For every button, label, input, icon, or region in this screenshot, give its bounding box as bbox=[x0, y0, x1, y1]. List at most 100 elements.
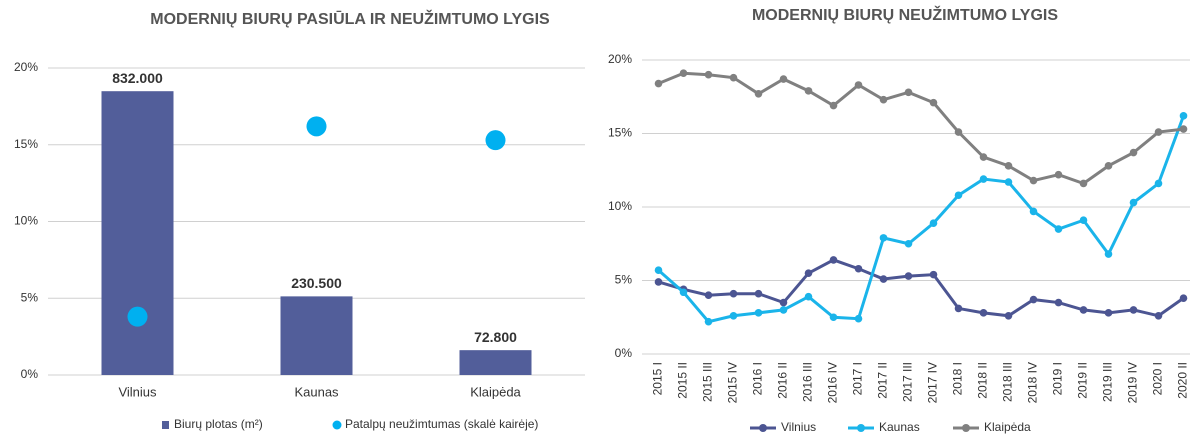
line-point bbox=[954, 304, 963, 313]
line-point bbox=[1179, 294, 1188, 302]
line-point bbox=[904, 239, 913, 248]
line-point bbox=[829, 101, 838, 110]
chart-title: MODERNIŲ BIURŲ PASIŪLA IR NEUŽIMTUMO LYG… bbox=[150, 9, 550, 28]
line-point bbox=[704, 291, 713, 300]
line-point bbox=[929, 98, 938, 107]
line-point bbox=[1079, 179, 1088, 188]
line-point bbox=[1179, 112, 1188, 120]
line-point bbox=[929, 219, 938, 227]
line-point bbox=[679, 69, 688, 78]
line-point bbox=[804, 292, 813, 301]
legend-swatch bbox=[857, 424, 865, 432]
line-series bbox=[658, 258, 1185, 318]
line-point bbox=[654, 266, 663, 275]
line-point bbox=[1104, 250, 1113, 258]
line-point bbox=[1079, 216, 1088, 225]
x-tick-label: 2019 IV bbox=[1126, 362, 1140, 403]
line-point bbox=[729, 311, 738, 320]
line-point bbox=[729, 289, 738, 298]
data-label: 230.500 bbox=[291, 275, 342, 291]
line-point bbox=[1004, 178, 1013, 186]
x-tick-label: 2018 IV bbox=[1026, 362, 1040, 403]
line-point bbox=[1104, 162, 1113, 170]
x-tick-label: 2017 III bbox=[901, 362, 915, 402]
bar bbox=[101, 91, 174, 375]
line-point bbox=[1129, 306, 1138, 314]
line-point bbox=[654, 79, 663, 88]
legend-label: Vilnius bbox=[781, 420, 816, 434]
bar bbox=[459, 350, 532, 375]
line-point bbox=[754, 90, 763, 98]
legend-label: Biurų plotas (m²) bbox=[174, 417, 263, 431]
line-point bbox=[1054, 298, 1063, 307]
x-tick-label: 2018 II bbox=[976, 362, 990, 399]
x-tick-label: 2017 II bbox=[876, 362, 890, 399]
line-point bbox=[1029, 207, 1038, 216]
line-point bbox=[1004, 311, 1013, 320]
line-point bbox=[1104, 309, 1113, 317]
line-point bbox=[754, 289, 763, 298]
scatter-point bbox=[485, 130, 506, 151]
y-tick-label: 20% bbox=[608, 52, 632, 66]
line-point bbox=[1179, 125, 1188, 133]
legend-swatch bbox=[162, 421, 169, 429]
line-point bbox=[1129, 198, 1138, 207]
legend-label: Kaunas bbox=[879, 420, 920, 434]
line-point bbox=[854, 264, 863, 273]
legend-swatch bbox=[962, 424, 970, 432]
x-tick-label: Kaunas bbox=[294, 384, 339, 399]
bar bbox=[280, 296, 353, 375]
x-tick-label: 2019 I bbox=[1051, 362, 1065, 395]
x-tick-label: 2017 I bbox=[851, 362, 865, 395]
y-tick-label: 0% bbox=[615, 346, 633, 360]
line-point bbox=[1079, 306, 1088, 314]
line-point bbox=[879, 275, 888, 283]
y-tick-label: 5% bbox=[615, 273, 633, 287]
line-point bbox=[1154, 128, 1163, 136]
line-point bbox=[879, 95, 888, 104]
line-point bbox=[729, 73, 738, 82]
x-tick-label: 2020 I bbox=[1151, 362, 1165, 395]
y-tick-label: 0% bbox=[21, 367, 39, 381]
line-point bbox=[1029, 176, 1038, 185]
line-point bbox=[804, 269, 813, 277]
line-point bbox=[854, 81, 863, 89]
legend-swatch bbox=[759, 424, 767, 432]
x-tick-label: 2016 II bbox=[776, 362, 790, 399]
x-tick-label: 2019 II bbox=[1076, 362, 1090, 399]
x-tick-label: Vilnius bbox=[118, 384, 157, 399]
x-tick-label: 2016 IV bbox=[826, 362, 840, 403]
line-series bbox=[657, 115, 1185, 324]
x-tick-label: 2015 II bbox=[676, 362, 690, 399]
line-point bbox=[1129, 148, 1138, 157]
line-point bbox=[1154, 179, 1163, 188]
line-point bbox=[829, 256, 838, 264]
y-tick-label: 5% bbox=[21, 290, 39, 304]
line-series bbox=[657, 71, 1184, 186]
line-point bbox=[1029, 295, 1038, 304]
data-label: 832.000 bbox=[112, 70, 163, 86]
line-point bbox=[954, 191, 963, 200]
x-tick-label: 2018 III bbox=[1001, 362, 1015, 402]
y-tick-label: 15% bbox=[14, 137, 38, 151]
line-point bbox=[979, 153, 988, 161]
x-tick-label: 2015 III bbox=[701, 362, 715, 402]
scatter-point bbox=[306, 116, 327, 137]
x-tick-label: Klaipėda bbox=[470, 384, 521, 399]
x-tick-label: 2017 IV bbox=[926, 362, 940, 403]
x-tick-label: 2016 I bbox=[751, 362, 765, 395]
line-point bbox=[904, 88, 913, 97]
y-tick-label: 10% bbox=[14, 214, 38, 228]
line-point bbox=[904, 272, 913, 280]
legend-label: Klaipėda bbox=[984, 420, 1031, 434]
legend-swatch bbox=[332, 420, 342, 430]
scatter-point bbox=[127, 306, 148, 327]
line-point bbox=[979, 175, 988, 183]
line-point bbox=[829, 313, 838, 322]
data-label: 72.800 bbox=[474, 329, 517, 345]
line-point bbox=[754, 309, 763, 317]
x-tick-label: 2018 I bbox=[951, 362, 965, 395]
legend-label: Patalpų neužimtumas (skalė kairėje) bbox=[345, 417, 538, 431]
line-point bbox=[879, 234, 888, 242]
